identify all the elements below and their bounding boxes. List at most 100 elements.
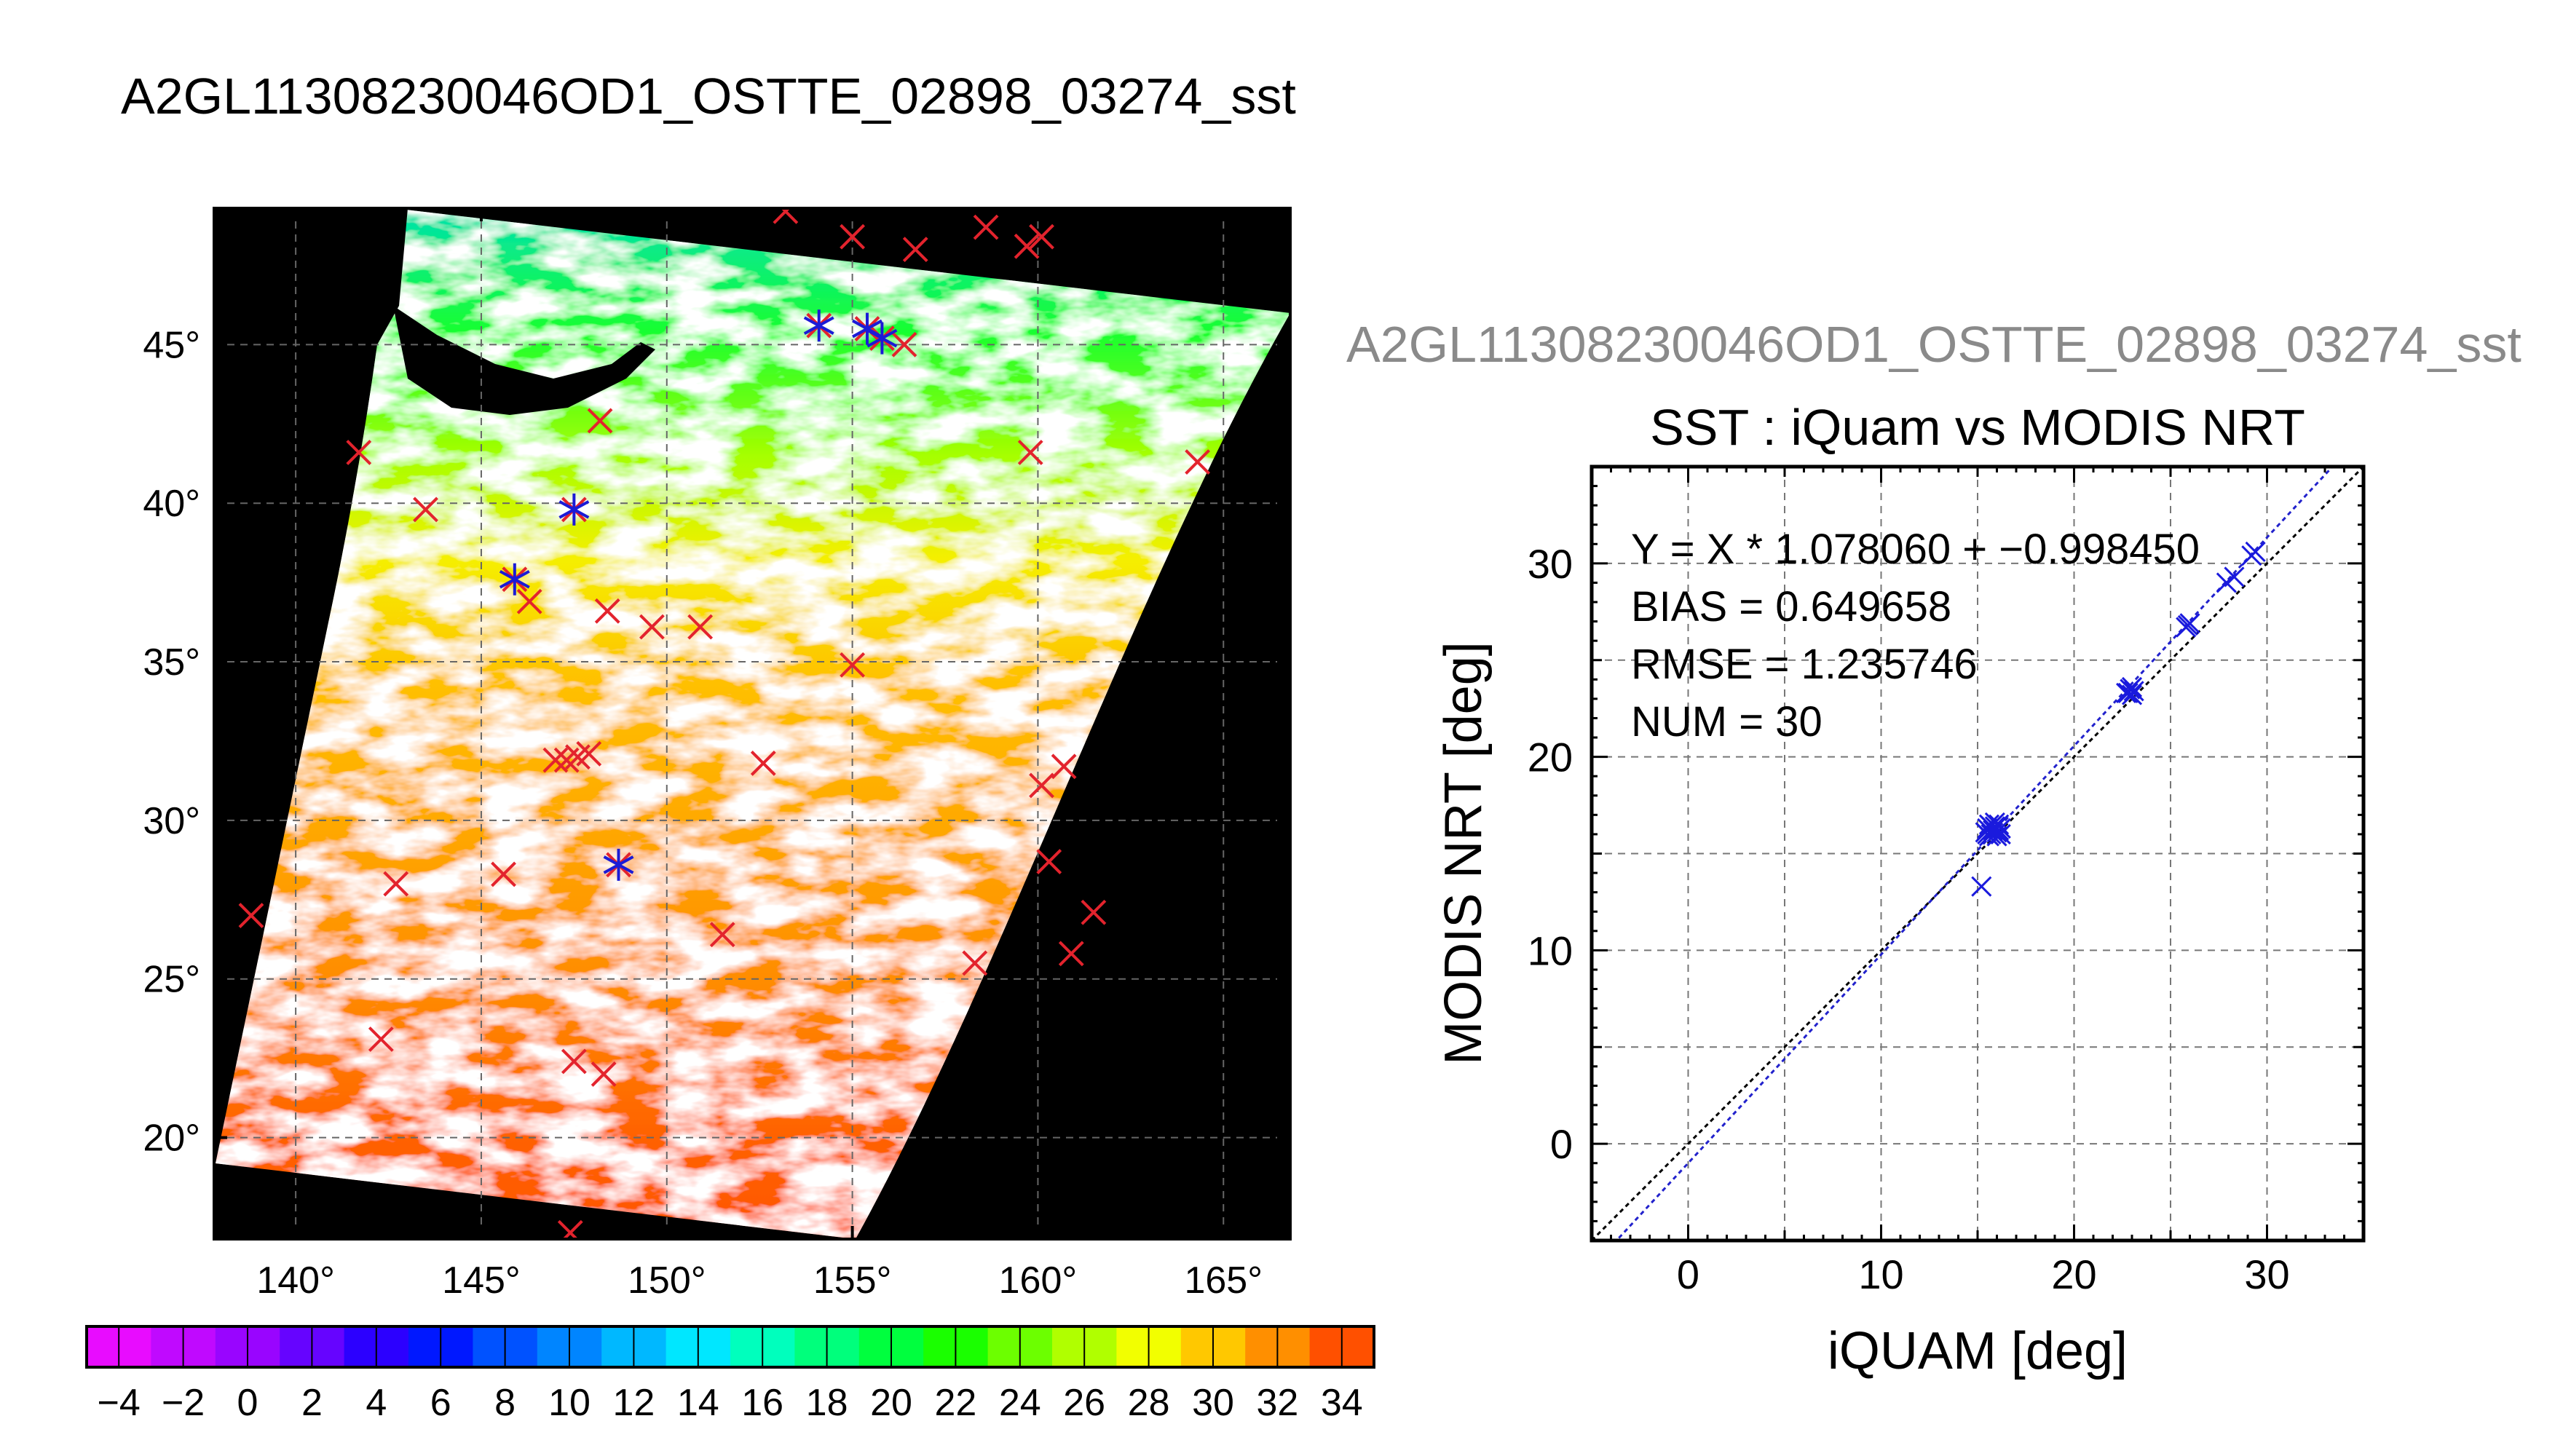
map-lon-label: 155°	[813, 1259, 892, 1302]
sst-swath	[216, 208, 1290, 1239]
map-lat-label: 45°	[143, 324, 200, 366]
sst-match-marker	[1014, 233, 1040, 259]
map-lon-label: 140°	[256, 1259, 335, 1302]
sst-match-marker	[1081, 899, 1107, 925]
sst-match-marker	[1185, 449, 1211, 475]
sst-match-marker	[973, 214, 999, 240]
sst-match-marker	[576, 740, 602, 767]
colorbar-label: 14	[677, 1382, 719, 1424]
stat-rmse: RMSE = 1.235746	[1631, 641, 1978, 688]
map-frame	[213, 207, 1292, 1241]
used-match-marker	[803, 309, 834, 342]
scatter-y-tick-label: 10	[1528, 927, 1573, 973]
scatter-title: SST : iQuam vs MODIS NRT	[1650, 399, 2305, 456]
map-lat-label: 30°	[143, 800, 200, 842]
stat-bias: BIAS = 0.649658	[1631, 583, 1951, 630]
colorbar-label: 0	[237, 1382, 258, 1424]
regression-line	[1615, 467, 2334, 1241]
sst-match-marker	[1036, 849, 1062, 874]
colorbar-label: 2	[301, 1382, 323, 1424]
scatter-x-tick-label: 20	[2051, 1251, 2096, 1297]
sst-match-marker	[1017, 440, 1043, 465]
scatter-points	[1971, 541, 2266, 897]
scatter-point	[1971, 876, 1992, 897]
colorbar-label: 6	[430, 1382, 451, 1424]
scatter-x-tick-label: 10	[1858, 1251, 1903, 1297]
sst-match-marker	[840, 652, 866, 678]
stat-equation: Y = X * 1.078060 + −0.998450	[1631, 526, 2200, 573]
colorbar-label: 8	[494, 1382, 516, 1424]
scatter-point	[1990, 823, 2011, 844]
used-match-marker	[866, 322, 898, 355]
scatter-point	[2177, 614, 2198, 636]
sst-match-marker	[639, 614, 665, 640]
scatter-point	[2123, 681, 2144, 702]
sst-match-marker	[902, 237, 928, 263]
identity-line	[1592, 467, 2364, 1241]
scatter-point	[2121, 676, 2143, 698]
map-lat-label: 25°	[143, 959, 200, 1001]
scatter-point	[2245, 541, 2266, 562]
scatter-point	[2117, 682, 2139, 703]
map-lat-label: 40°	[143, 483, 200, 525]
sst-match-marker	[840, 223, 866, 250]
scatter-x-tick-label: 30	[2244, 1251, 2289, 1297]
sst-match-marker	[709, 922, 735, 948]
colorbar-label: −4	[98, 1382, 141, 1424]
scatter-point	[1981, 816, 2002, 837]
scatter-y-tick-label: 20	[1528, 735, 1573, 780]
map-lat-label: 20°	[143, 1117, 200, 1160]
map-grid	[214, 208, 1290, 1239]
sst-match-marker	[587, 408, 613, 434]
scatter-point	[2121, 684, 2143, 705]
scatter-plot: A2GL11308230046OD1_OSTTE_02898_03274_sst…	[1346, 316, 2522, 1380]
colorbar-label: 4	[366, 1382, 387, 1424]
colorbar-labels: −4 −2 0 2 4 6 8 10 12 14 16 18 20 22 24 26 28 30 32 34	[98, 1326, 1363, 1424]
map-lon-label: 160°	[999, 1259, 1078, 1302]
colorbar: −4 −2 0 2 4 6 8 10 12 14 16 18 20 22 24 26 28 30 32 34	[85, 1325, 1375, 1424]
x-axis-label: iQUAM [deg]	[1828, 1322, 2128, 1380]
sst-match-marker	[491, 861, 516, 887]
sst-match-marker	[383, 871, 409, 897]
colorbar-label: 30	[1192, 1382, 1234, 1424]
sst-match-marker	[891, 331, 917, 357]
scatter-y-tick-label: 30	[1528, 541, 1573, 587]
colorbar-label: 12	[612, 1382, 655, 1424]
stat-num: NUM = 30	[1631, 698, 1823, 745]
colorbar-label: −2	[162, 1382, 205, 1424]
page-title: A2GL11308230046OD1_OSTTE_02898_03274_sst	[121, 68, 1296, 124]
used-match-marker	[499, 563, 530, 596]
colorbar-label: 20	[870, 1382, 912, 1424]
sst-match-marker	[962, 950, 988, 976]
map-lat-label: 35°	[143, 641, 200, 684]
colorbar-label: 34	[1321, 1382, 1363, 1424]
sst-match-marker	[750, 751, 776, 776]
sst-match-marker	[238, 903, 264, 929]
scatter-header: A2GL11308230046OD1_OSTTE_02898_03274_sst	[1346, 316, 2522, 373]
map-lon-label: 165°	[1184, 1259, 1263, 1302]
colorbar-label: 16	[741, 1382, 783, 1424]
y-axis-label: MODIS NRT [deg]	[1434, 641, 1493, 1065]
sst-map: 140° 145° 150° 155° 160° 165° 45° 40° 35° 30° 25° 2…	[143, 207, 1292, 1302]
sst-match-marker	[561, 1048, 587, 1075]
sst-match-marker	[1051, 753, 1077, 780]
used-match-marker	[603, 848, 634, 881]
colorbar-swatches	[87, 1326, 1375, 1367]
land-mask	[214, 208, 408, 641]
map-lon-label: 145°	[442, 1259, 521, 1302]
sst-match-marker	[773, 208, 799, 224]
sst-match-marker	[346, 440, 372, 465]
colorbar-label: 26	[1063, 1382, 1105, 1424]
colorbar-label: 24	[999, 1382, 1041, 1424]
coastline-strip	[393, 306, 655, 415]
scatter-ticks: 0 10 20 30 0 10 20 30	[1528, 465, 2365, 1297]
map-markers	[238, 208, 1211, 1239]
colorbar-label: 32	[1256, 1382, 1298, 1424]
sst-match-marker	[1029, 772, 1054, 799]
sst-match-marker	[516, 588, 542, 614]
colorbar-label: 18	[806, 1382, 848, 1424]
colorbar-label: 10	[548, 1382, 591, 1424]
colorbar-label: 28	[1128, 1382, 1170, 1424]
sst-match-marker	[413, 496, 438, 523]
scatter-point	[2224, 566, 2245, 587]
